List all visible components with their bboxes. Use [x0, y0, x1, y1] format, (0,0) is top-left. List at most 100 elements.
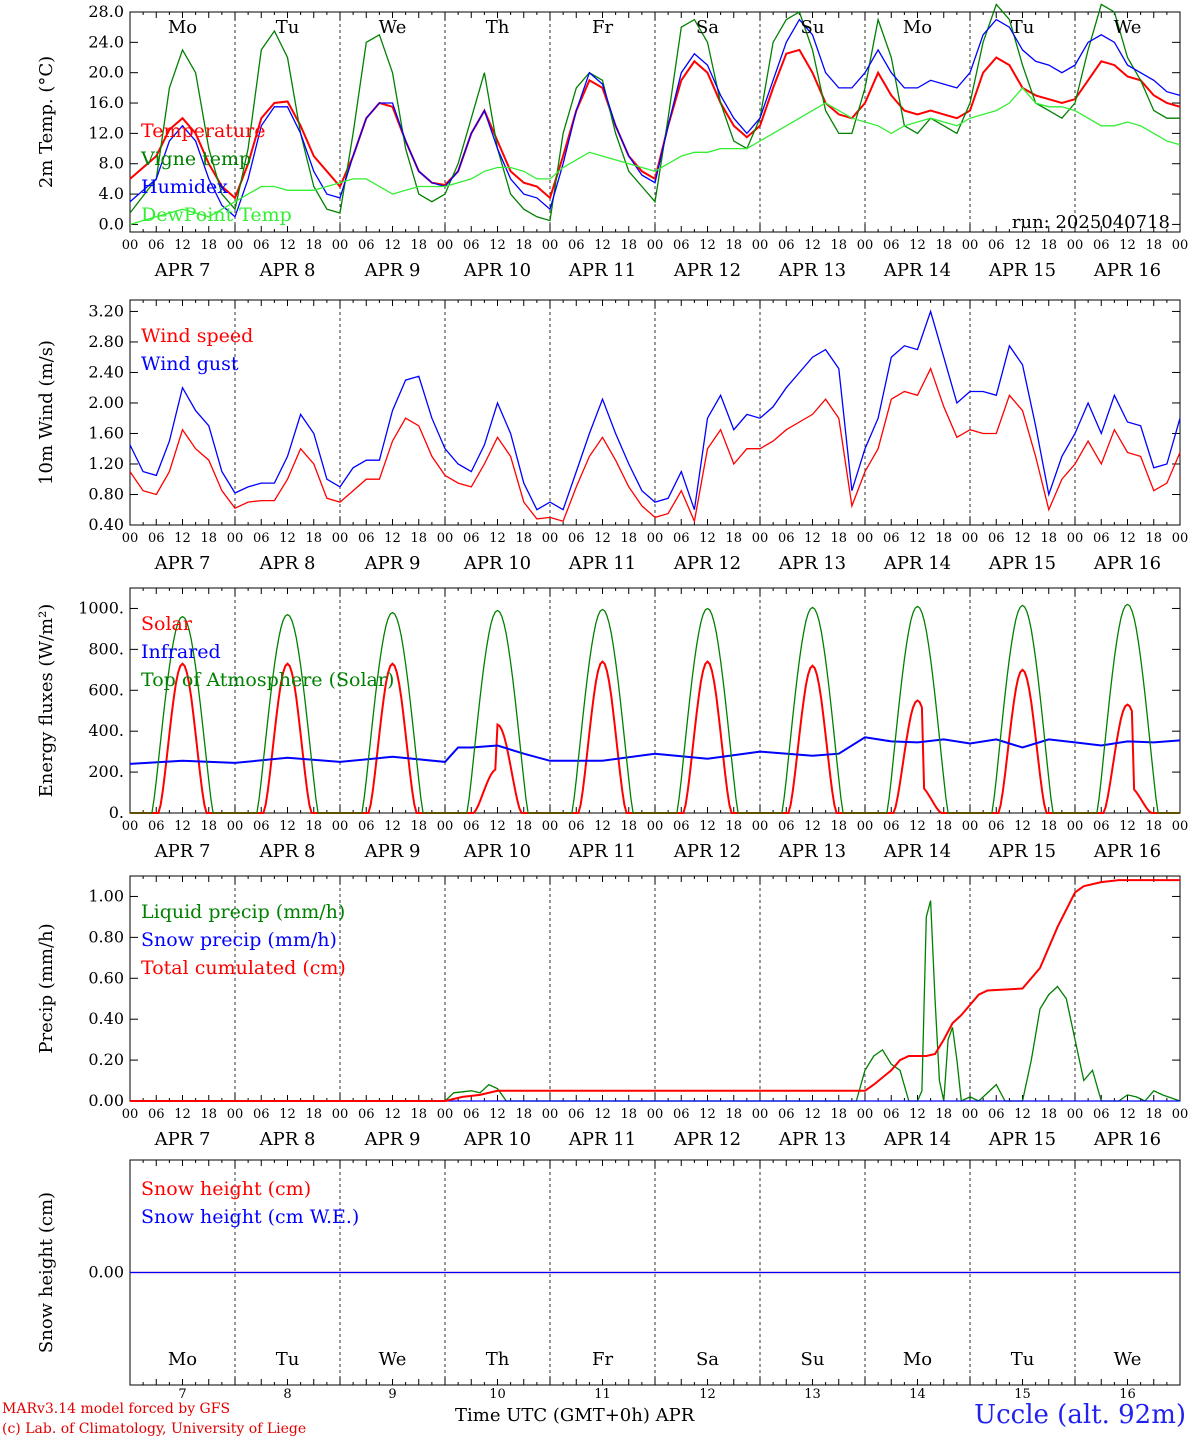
legend-entry: Temperature: [141, 120, 265, 142]
y-tick-label: 2.00: [88, 393, 124, 412]
y-tick-label: 0.20: [88, 1050, 124, 1069]
hour-tick-label: 18: [620, 238, 637, 253]
hour-tick-label: 12: [804, 1107, 821, 1122]
hour-tick-label: 00: [1172, 819, 1189, 834]
hour-tick-label: 12: [804, 531, 821, 546]
date-label: APR 8: [259, 260, 316, 281]
date-label: APR 13: [778, 841, 846, 862]
date-label: APR 12: [673, 260, 741, 281]
y-tick-label: 24.0: [88, 32, 124, 51]
y-tick-label: 3.20: [88, 301, 124, 320]
hour-tick-label: 06: [1093, 819, 1110, 834]
y-tick-label: 0.00: [88, 1263, 124, 1282]
day-number-label: 8: [283, 1387, 291, 1400]
hour-tick-label: 00: [542, 531, 559, 546]
hour-tick-label: 12: [804, 238, 821, 253]
day-number-label: 14: [909, 1387, 926, 1400]
hour-tick-label: 12: [909, 819, 926, 834]
hour-tick-label: 12: [699, 238, 716, 253]
day-number-label: 7: [178, 1387, 186, 1400]
weekday-label-bottom: Su: [801, 1349, 825, 1370]
date-label: APR 16: [1093, 1129, 1161, 1150]
y-axis-label: Precip (mm/h): [36, 923, 57, 1053]
run-label: run: 2025040718: [1012, 212, 1170, 233]
hour-tick-label: 12: [489, 238, 506, 253]
weekday-label: Tu: [276, 17, 300, 38]
hour-tick-label: 18: [830, 819, 847, 834]
series-line-wind-speed: [129, 366, 1181, 524]
date-label: APR 14: [883, 1129, 951, 1150]
hour-tick-label: 18: [830, 1107, 847, 1122]
day-number-label: 11: [594, 1387, 611, 1400]
credit-line-model: MARv3.14 model forced by GFS: [2, 1401, 231, 1417]
hour-tick-label: 12: [384, 531, 401, 546]
day-number-label: 13: [804, 1387, 821, 1400]
y-axis-label: Snow height (cm): [36, 1192, 57, 1353]
hour-tick-label: 00: [227, 531, 244, 546]
hour-tick-label: 06: [253, 819, 270, 834]
date-label: APR 9: [364, 553, 421, 574]
hour-tick-label: 00: [647, 1107, 664, 1122]
hour-tick-label: 00: [1172, 531, 1189, 546]
hour-tick-label: 18: [935, 819, 952, 834]
hour-tick-label: 12: [174, 819, 191, 834]
hour-tick-label: 00: [437, 531, 454, 546]
series-line-humidex: [129, 18, 1181, 218]
day-number-label: 10: [489, 1387, 506, 1400]
y-tick-label: 20.0: [88, 63, 124, 82]
hour-tick-label: 18: [935, 238, 952, 253]
hour-tick-label: 12: [1119, 819, 1136, 834]
hour-tick-label: 12: [279, 819, 296, 834]
hour-tick-label: 06: [253, 1107, 270, 1122]
hour-tick-label: 18: [725, 531, 742, 546]
day-number-label: 12: [699, 1387, 716, 1400]
hour-tick-label: 12: [1119, 238, 1136, 253]
model-credit: MARv3.14 model forced by GFS (c) Lab. of…: [2, 1399, 306, 1439]
hour-tick-label: 18: [935, 1107, 952, 1122]
date-label: APR 11: [568, 553, 636, 574]
weekday-label: Fr: [592, 17, 613, 38]
date-label: APR 10: [463, 260, 531, 281]
hour-tick-label: 18: [515, 819, 532, 834]
date-label: APR 7: [154, 553, 211, 574]
hour-tick-label: 18: [935, 531, 952, 546]
hour-tick-label: 18: [515, 1107, 532, 1122]
hour-tick-label: 00: [857, 1107, 874, 1122]
legend-entry: Snow height (cm): [141, 1178, 311, 1200]
hour-tick-label: 00: [752, 238, 769, 253]
hour-tick-label: 12: [909, 531, 926, 546]
hour-tick-label: 06: [778, 238, 795, 253]
series-line-total-cumulated-cm-: [130, 879, 1180, 1102]
weekday-label: We: [1114, 17, 1142, 38]
station-name: Uccle (alt. 92m): [974, 1400, 1186, 1430]
date-label: APR 10: [463, 553, 531, 574]
hour-tick-label: 06: [673, 1107, 690, 1122]
weekday-label-bottom: Sa: [696, 1349, 719, 1370]
hour-tick-label: 00: [227, 819, 244, 834]
hour-tick-label: 06: [568, 531, 585, 546]
hour-tick-label: 00: [962, 238, 979, 253]
hour-tick-label: 18: [725, 819, 742, 834]
hour-tick-label: 12: [594, 238, 611, 253]
date-label: APR 15: [988, 841, 1056, 862]
hour-tick-label: 00: [962, 531, 979, 546]
x-axis-title: Time UTC (GMT+0h) APR: [455, 1405, 695, 1426]
hour-tick-label: 12: [279, 531, 296, 546]
hour-tick-label: 06: [883, 1107, 900, 1122]
hour-tick-label: 12: [384, 819, 401, 834]
hour-tick-label: 00: [437, 1107, 454, 1122]
hour-tick-label: 18: [1040, 531, 1057, 546]
hour-tick-label: 18: [620, 1107, 637, 1122]
hour-tick-label: 18: [200, 1107, 217, 1122]
hour-tick-label: 00: [962, 1107, 979, 1122]
hour-tick-label: 12: [699, 819, 716, 834]
date-label: APR 10: [463, 841, 531, 862]
hour-tick-label: 00: [332, 819, 349, 834]
weekday-label: Su: [801, 17, 825, 38]
hour-tick-label: 18: [410, 819, 427, 834]
y-tick-label: 1000.: [78, 598, 124, 617]
hour-tick-label: 00: [122, 531, 139, 546]
date-label: APR 8: [259, 1129, 316, 1150]
legend-entry: Wind gust: [141, 353, 239, 375]
date-label: APR 13: [778, 553, 846, 574]
